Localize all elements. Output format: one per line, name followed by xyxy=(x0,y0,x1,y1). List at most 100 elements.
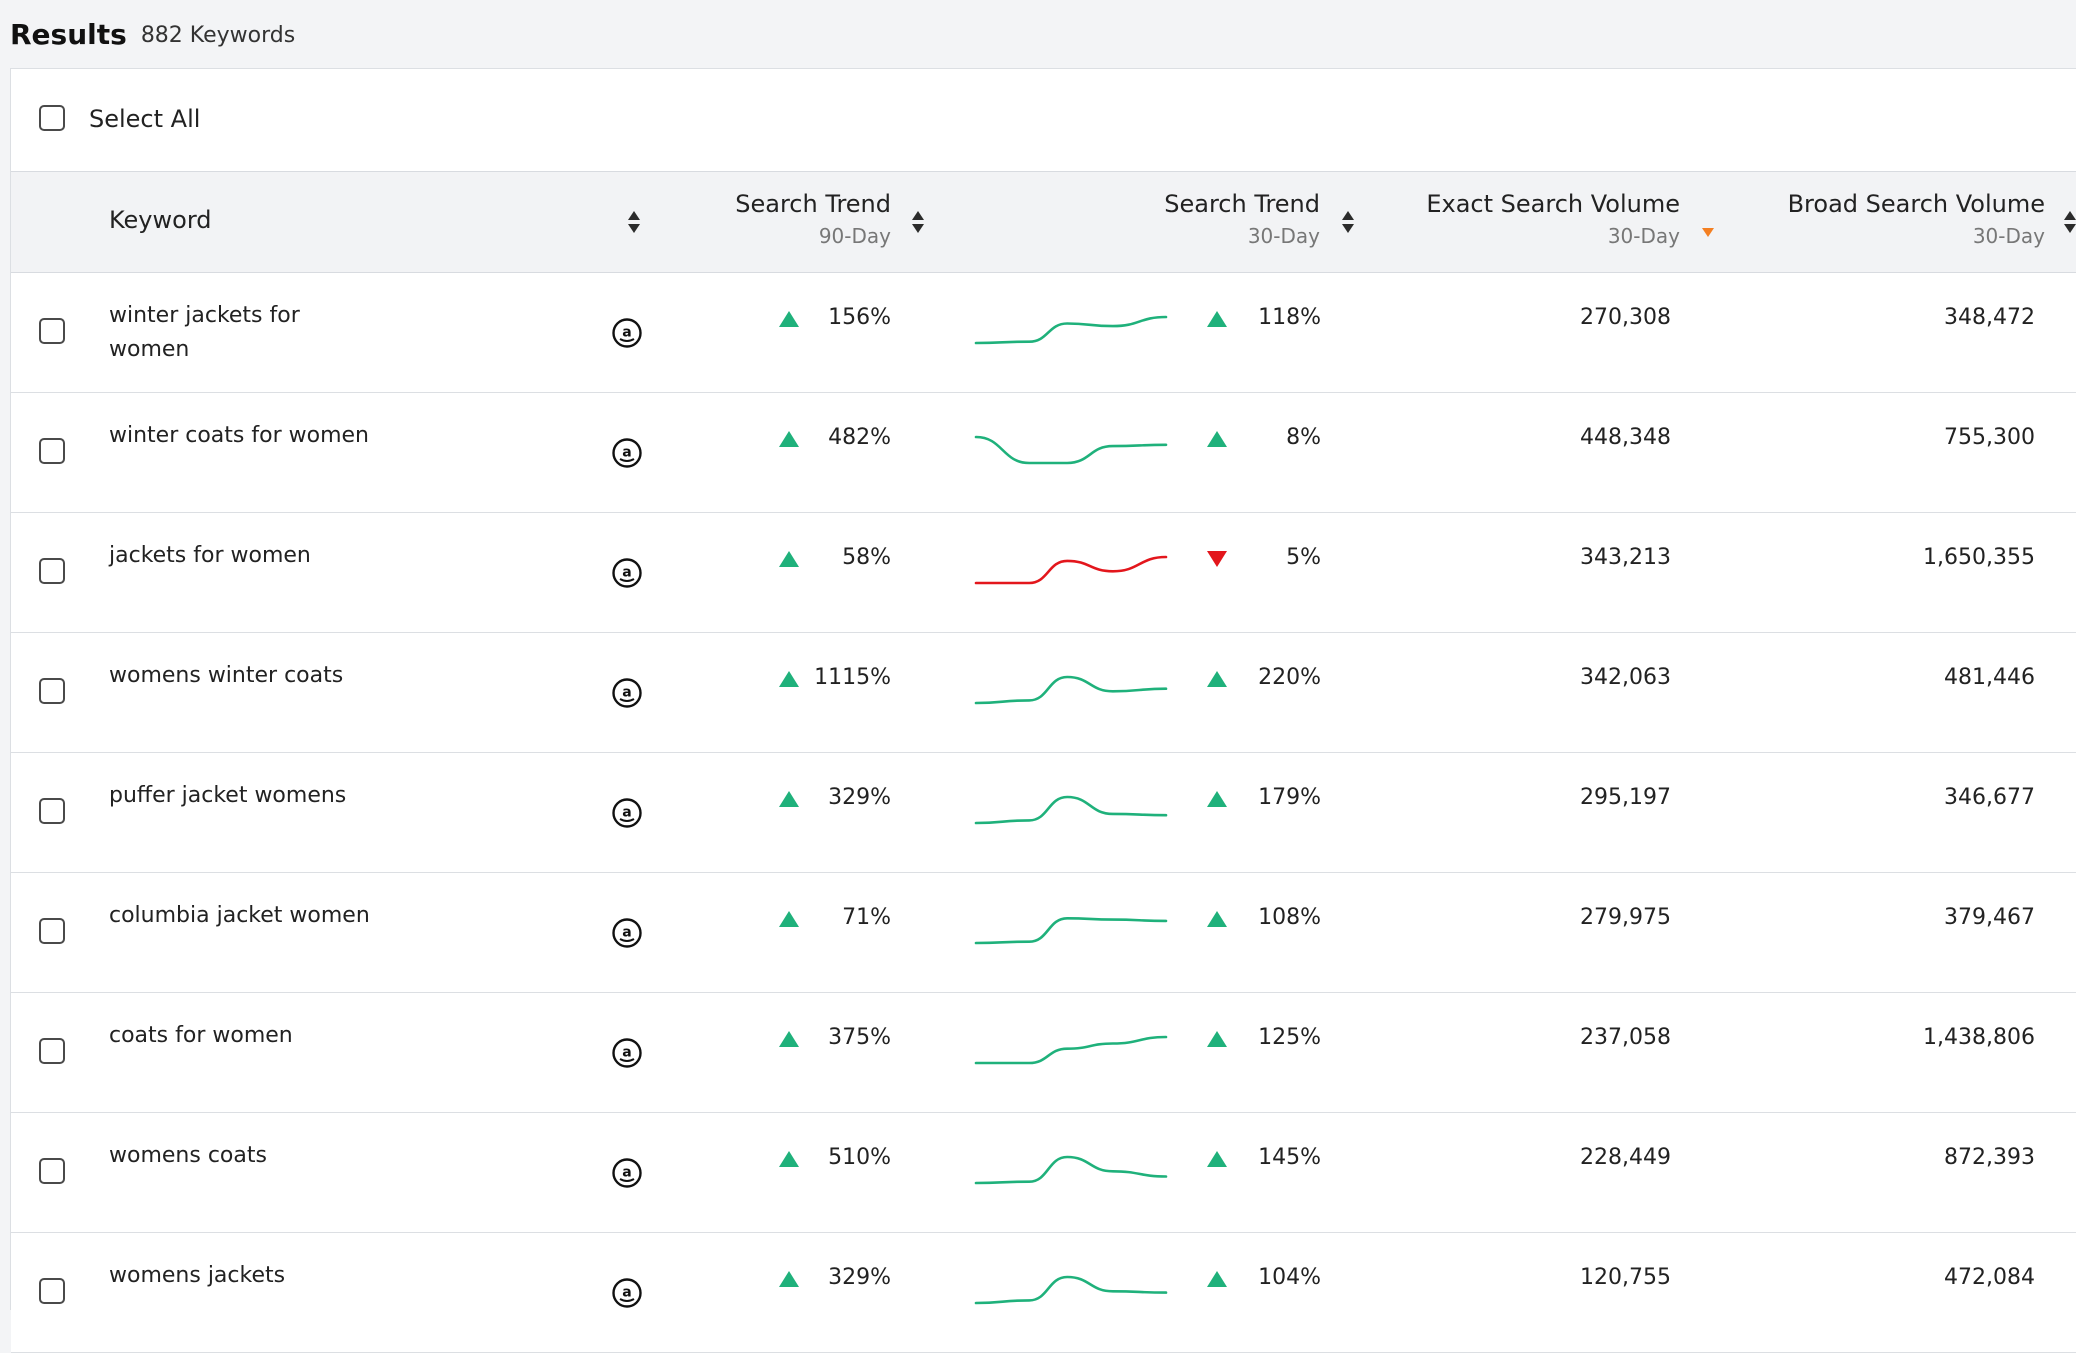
trend30-sort-icon[interactable] xyxy=(1341,209,1355,235)
trend30-sparkline xyxy=(974,435,1168,465)
trend90-column-subheader: 90-Day xyxy=(818,224,891,248)
exact-volume-value: 270,308 xyxy=(1580,305,1671,330)
trend30-percent: 145% xyxy=(1258,1145,1321,1170)
row-checkbox[interactable] xyxy=(39,1038,65,1064)
keyword-text[interactable]: puffer jacket womens xyxy=(109,783,347,808)
amazon-icon[interactable]: a xyxy=(611,317,643,349)
trend90-up-arrow-icon xyxy=(779,1151,799,1167)
table-row[interactable]: womens jackets a 329% 104% 120,755 472,084 xyxy=(11,1233,2076,1353)
trend30-up-arrow-icon xyxy=(1207,311,1227,327)
keyword-text[interactable]: coats for women xyxy=(109,1023,293,1048)
trend30-sparkline xyxy=(974,1275,1168,1305)
amazon-icon[interactable]: a xyxy=(611,1037,643,1069)
trend30-percent: 220% xyxy=(1258,665,1321,690)
trend30-sparkline xyxy=(974,315,1168,345)
keyword-sort-icon[interactable] xyxy=(627,209,641,235)
keyword-text[interactable]: womens jackets xyxy=(109,1263,286,1288)
table-row[interactable]: winter jackets for women a 156% 118% 270,308… xyxy=(11,273,2076,393)
row-checkbox[interactable] xyxy=(39,678,65,704)
row-checkbox[interactable] xyxy=(39,1158,65,1184)
svg-text:a: a xyxy=(622,1045,631,1061)
amazon-icon[interactable]: a xyxy=(611,677,643,709)
row-checkbox[interactable] xyxy=(39,558,65,584)
trend90-up-arrow-icon xyxy=(779,671,799,687)
row-checkbox[interactable] xyxy=(39,438,65,464)
amazon-icon[interactable]: a xyxy=(611,917,643,949)
keyword-text[interactable]: columbia jacket women xyxy=(109,903,370,928)
broad-volume-value: 472,084 xyxy=(1944,1265,2035,1290)
exact-volume-value: 448,348 xyxy=(1580,425,1671,450)
row-checkbox[interactable] xyxy=(39,318,65,344)
svg-text:a: a xyxy=(622,1285,631,1301)
svg-text:a: a xyxy=(622,925,631,941)
table-row[interactable]: womens winter coats a 1115% 220% 342,063 481,… xyxy=(11,633,2076,753)
trend90-percent: 329% xyxy=(828,785,891,810)
table-header: Keyword Search Trend 90-Day Search Trend… xyxy=(11,172,2076,273)
exact-volume-column-header[interactable]: Exact Search Volume xyxy=(1426,190,1680,218)
trend90-percent: 71% xyxy=(842,905,891,930)
trend30-sparkline xyxy=(974,795,1168,825)
exact-volume-value: 228,449 xyxy=(1580,1145,1671,1170)
trend90-column-header[interactable]: Search Trend xyxy=(735,190,891,218)
trend90-sort-icon[interactable] xyxy=(911,209,925,235)
exact-volume-value: 342,063 xyxy=(1580,665,1671,690)
trend30-percent: 108% xyxy=(1258,905,1321,930)
keyword-text[interactable]: winter coats for women xyxy=(109,423,369,448)
svg-text:a: a xyxy=(622,1165,631,1181)
keyword-text[interactable]: womens winter coats xyxy=(109,663,344,688)
trend30-sparkline xyxy=(974,555,1168,585)
table-row[interactable]: womens coats a 510% 145% 228,449 872,393 xyxy=(11,1113,2076,1233)
keyword-text[interactable]: jackets for women xyxy=(109,543,311,568)
broad-volume-value: 481,446 xyxy=(1944,665,2035,690)
trend30-up-arrow-icon xyxy=(1207,1031,1227,1047)
table-row[interactable]: jackets for women a 58% 5% 343,213 1,650,355 xyxy=(11,513,2076,633)
trend90-percent: 329% xyxy=(828,1265,891,1290)
trend30-percent: 125% xyxy=(1258,1025,1321,1050)
trend30-up-arrow-icon xyxy=(1207,1271,1227,1287)
broad-volume-value: 1,438,806 xyxy=(1923,1025,2035,1050)
trend90-up-arrow-icon xyxy=(779,431,799,447)
trend30-up-arrow-icon xyxy=(1207,911,1227,927)
exact-volume-sort-desc-icon[interactable] xyxy=(1701,220,1715,246)
keyword-text[interactable]: winter jackets for women xyxy=(109,303,300,362)
row-checkbox[interactable] xyxy=(39,918,65,944)
trend30-percent: 5% xyxy=(1286,545,1321,570)
select-all-checkbox[interactable] xyxy=(39,105,65,131)
amazon-icon[interactable]: a xyxy=(611,557,643,589)
trend30-percent: 118% xyxy=(1258,305,1321,330)
select-all-bar: Select All xyxy=(11,69,2076,172)
row-checkbox[interactable] xyxy=(39,1278,65,1304)
broad-volume-value: 1,650,355 xyxy=(1923,545,2035,570)
trend90-up-arrow-icon xyxy=(779,791,799,807)
trend30-column-header[interactable]: Search Trend xyxy=(1164,190,1320,218)
trend30-up-arrow-icon xyxy=(1207,671,1227,687)
select-all-label[interactable]: Select All xyxy=(89,105,201,133)
trend30-sparkline xyxy=(974,916,1168,945)
trend90-percent: 510% xyxy=(828,1145,891,1170)
trend30-percent: 179% xyxy=(1258,785,1321,810)
amazon-icon[interactable]: a xyxy=(611,1277,643,1309)
trend90-percent: 482% xyxy=(828,425,891,450)
amazon-icon[interactable]: a xyxy=(611,437,643,469)
trend90-up-arrow-icon xyxy=(779,1271,799,1287)
exact-volume-value: 120,755 xyxy=(1580,1265,1671,1290)
results-title: Results xyxy=(10,17,127,51)
broad-volume-sort-icon[interactable] xyxy=(2063,209,2076,235)
broad-volume-column-header[interactable]: Broad Search Volume xyxy=(1787,190,2045,218)
exact-volume-value: 237,058 xyxy=(1580,1025,1671,1050)
keyword-text[interactable]: womens coats xyxy=(109,1143,267,1168)
trend90-percent: 58% xyxy=(842,545,891,570)
results-header: Results 882 Keywords xyxy=(10,0,295,68)
trend30-sparkline xyxy=(974,1035,1168,1065)
broad-volume-value: 346,677 xyxy=(1944,785,2035,810)
table-row[interactable]: puffer jacket womens a 329% 179% 295,197 346,… xyxy=(11,753,2076,873)
trend90-up-arrow-icon xyxy=(779,311,799,327)
amazon-icon[interactable]: a xyxy=(611,1157,643,1189)
keyword-column-header[interactable]: Keyword xyxy=(109,206,212,234)
broad-volume-value: 872,393 xyxy=(1944,1145,2035,1170)
amazon-icon[interactable]: a xyxy=(611,797,643,829)
table-row[interactable]: columbia jacket women a 71% 108% 279,975 379,… xyxy=(11,873,2076,993)
table-row[interactable]: winter coats for women a 482% 8% 448,348 755,… xyxy=(11,393,2076,513)
table-row[interactable]: coats for women a 375% 125% 237,058 1,438,806 xyxy=(11,993,2076,1113)
row-checkbox[interactable] xyxy=(39,798,65,824)
